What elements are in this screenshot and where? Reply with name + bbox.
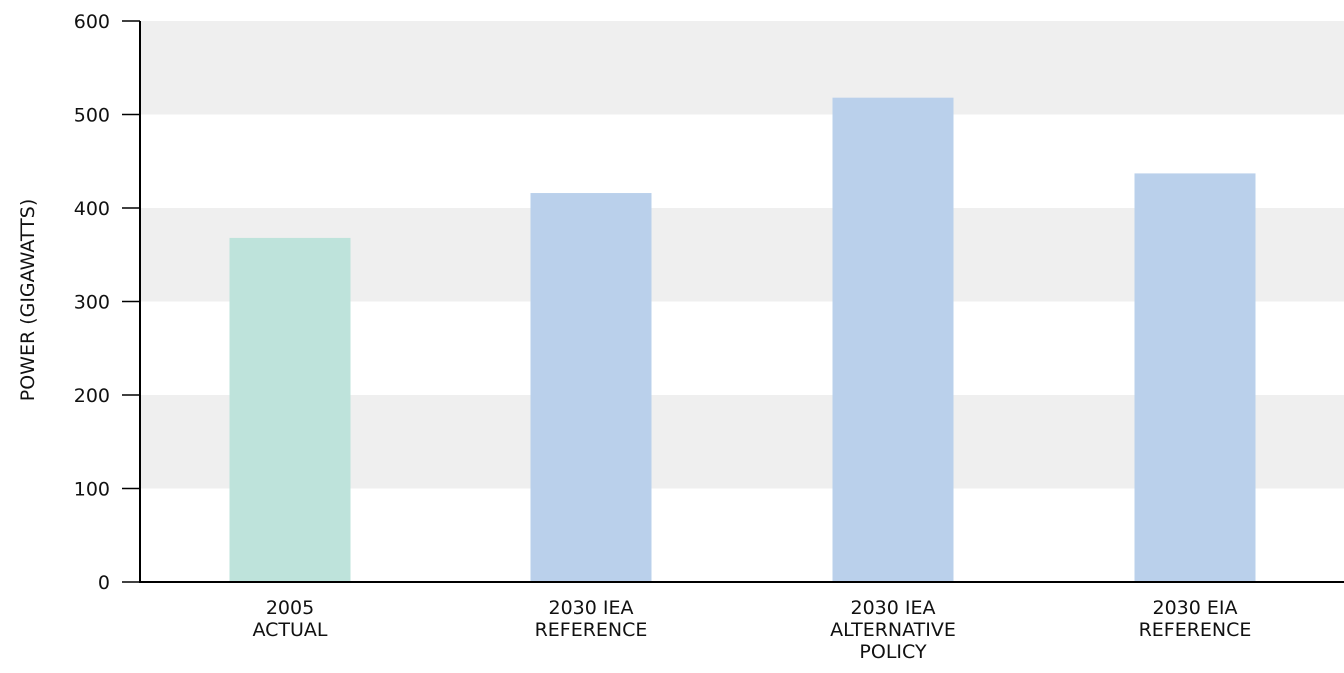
x-tick-label: 2030 IEA REFERENCE <box>535 597 648 641</box>
y-tick-label: 100 <box>74 479 110 501</box>
bar <box>832 97 954 583</box>
x-tick-label: 2005 ACTUAL <box>252 597 327 641</box>
x-tick-label-line: REFERENCE <box>535 619 648 641</box>
y-tick-label: 300 <box>74 292 110 314</box>
bar <box>1134 173 1256 582</box>
x-tick-label: 2030 IEA ALTERNATIVE POLICY <box>830 597 956 663</box>
x-tick-label-line: REFERENCE <box>1139 619 1252 641</box>
y-tick-label: 600 <box>74 11 110 33</box>
y-tick-label: 200 <box>74 385 110 407</box>
grid-band <box>140 21 1344 115</box>
x-tick-label-line: 2030 EIA <box>1153 597 1238 619</box>
x-tick-label-line: 2030 IEA <box>851 597 936 619</box>
x-tick-label-line: 2005 <box>266 597 314 619</box>
x-tick-label: 2030 EIA REFERENCE <box>1139 597 1252 641</box>
x-tick-label-line: POLICY <box>859 641 927 663</box>
bar <box>229 237 351 583</box>
bars <box>229 97 1256 583</box>
y-tick-label: 400 <box>74 198 110 220</box>
bar <box>530 193 652 583</box>
y-tick-label: 0 <box>98 572 110 594</box>
x-tick-label-line: ACTUAL <box>252 619 327 641</box>
y-ticks: 0 100 200 300 400 500 600 <box>74 11 140 594</box>
y-tick-label: 500 <box>74 105 110 127</box>
x-tick-label-line: ALTERNATIVE <box>830 619 956 641</box>
y-axis-label: POWER (GIGAWATTS) <box>17 199 39 402</box>
x-tick-label-line: 2030 IEA <box>549 597 634 619</box>
